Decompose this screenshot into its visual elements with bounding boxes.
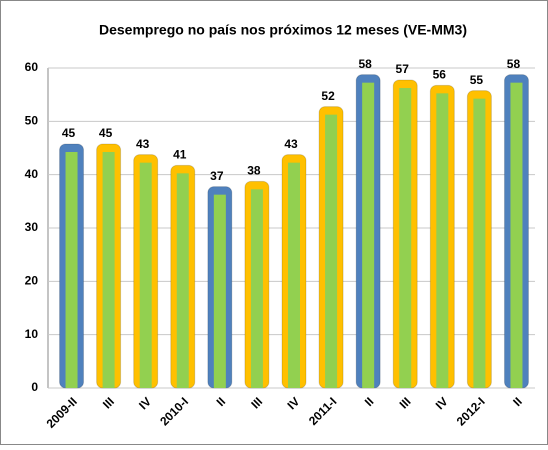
data-label: 37 <box>210 169 224 183</box>
bar-inner <box>65 152 78 388</box>
data-label: 52 <box>321 89 335 103</box>
data-label: 41 <box>173 148 187 162</box>
y-tick-label: 10 <box>25 327 39 341</box>
data-label: 55 <box>470 73 484 87</box>
bar-inner <box>436 93 449 388</box>
bar-inner <box>250 189 263 388</box>
bar-inner <box>362 82 375 389</box>
y-tick-label: 40 <box>25 167 39 181</box>
chart-title: Desemprego no país nos próximos 12 meses… <box>99 22 467 38</box>
y-tick-label: 30 <box>25 220 39 234</box>
data-label: 43 <box>284 137 298 151</box>
data-label: 57 <box>396 62 410 76</box>
data-label: 45 <box>99 126 113 140</box>
data-label: 38 <box>247 164 261 178</box>
y-tick-label: 0 <box>31 380 38 394</box>
data-label: 45 <box>62 126 76 140</box>
bar-inner <box>473 98 486 389</box>
data-label: 58 <box>358 57 372 71</box>
bar-inner <box>139 162 152 388</box>
bar-inner <box>288 162 300 388</box>
bar-inner <box>510 82 523 389</box>
bar-inner <box>176 173 189 388</box>
data-label: 56 <box>433 68 447 82</box>
data-label: 58 <box>507 57 521 71</box>
data-label: 43 <box>136 137 150 151</box>
y-tick-label: 20 <box>25 274 39 288</box>
bar-inner <box>102 152 115 388</box>
y-tick-label: 50 <box>25 114 39 128</box>
y-tick-label: 60 <box>25 60 39 74</box>
bar-inner <box>325 114 338 389</box>
bar-inner <box>213 194 226 388</box>
bar-inner <box>399 88 412 388</box>
